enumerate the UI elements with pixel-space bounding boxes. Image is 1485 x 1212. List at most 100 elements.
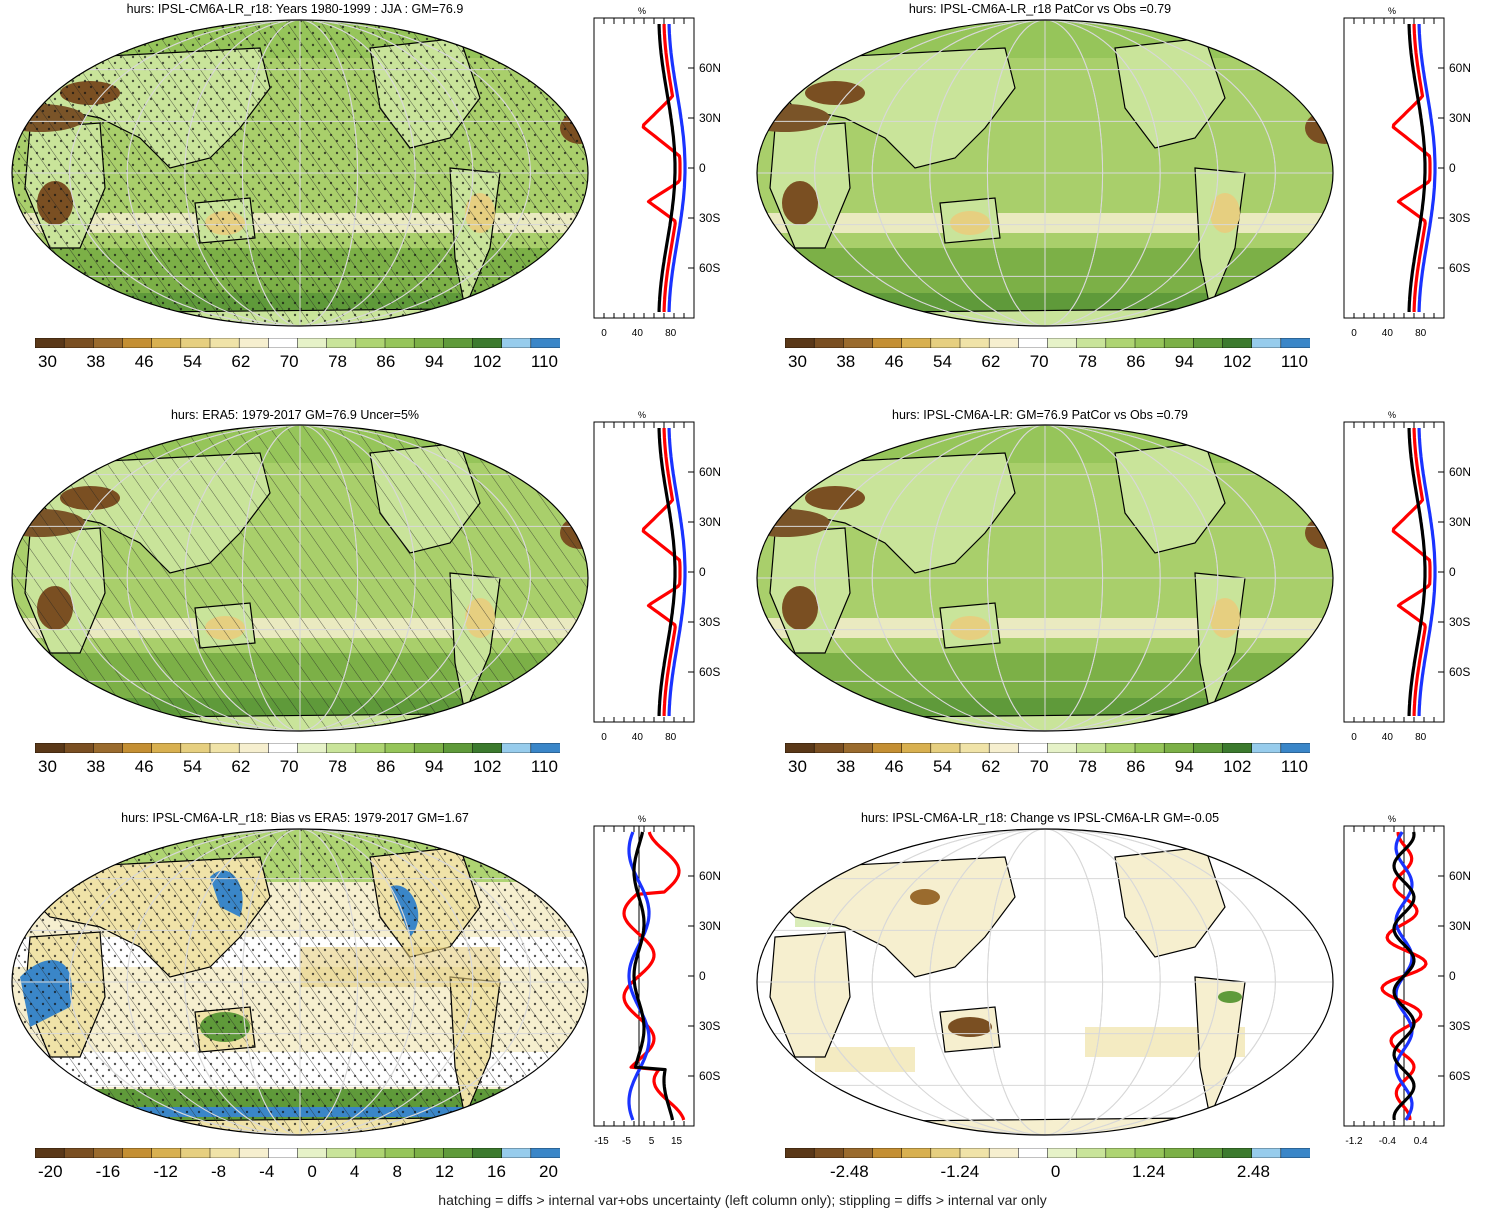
colorbar-swatch <box>901 1148 932 1158</box>
profile-lat-label: 60N <box>1449 869 1470 883</box>
colorbar-swatch <box>959 1148 990 1158</box>
profile-line-obs <box>641 428 682 716</box>
colorbar-swatch <box>813 338 844 348</box>
cbar-tick: 12 <box>435 1162 454 1181</box>
profile-xtick-label: 40 <box>1382 732 1394 743</box>
colorbar-swatch <box>35 338 65 348</box>
cbar-tick: 102 <box>1223 757 1252 776</box>
colorbar-swatch <box>785 743 815 753</box>
cbar-tick: 54 <box>933 352 952 371</box>
cbar-tick: -16 <box>95 1162 121 1181</box>
graticule-meridian <box>69 20 531 326</box>
cbar-tick: 0 <box>1050 1162 1061 1181</box>
cbar-tick: 38 <box>86 757 106 776</box>
colorbar-swatch <box>268 338 299 348</box>
panel-1-map <box>11 19 589 327</box>
cbar-tick: 70 <box>279 352 299 371</box>
colorbar-swatch <box>1018 1148 1049 1158</box>
colorbar-swatch <box>63 338 94 348</box>
profile-line-obs <box>1391 24 1432 312</box>
colorbar-swatch <box>180 338 211 348</box>
colorbar-swatch <box>93 743 124 753</box>
colorbar-swatch <box>443 743 474 753</box>
cbar-tick: 20 <box>539 1162 558 1181</box>
colorbar-swatch <box>1134 743 1165 753</box>
colorbar-swatch <box>843 338 874 348</box>
colorbar-swatch <box>1251 1148 1282 1158</box>
profile-line-model <box>1407 428 1427 716</box>
colorbar-swatch <box>1222 338 1253 348</box>
graticule-meridian <box>184 425 416 731</box>
map-border <box>11 424 589 732</box>
australia-dry-region <box>950 616 990 640</box>
kalahari-dry-region <box>782 586 818 630</box>
colorbar-swatch <box>122 1148 153 1158</box>
cbar-tick: 110 <box>1280 352 1308 371</box>
profile-line-obs <box>622 831 686 1121</box>
profile-line-model <box>657 428 677 716</box>
profile-lat-label: 30N <box>1449 515 1470 529</box>
colorbar-swatch <box>843 743 874 753</box>
cbar-tick: 0 <box>307 1162 317 1181</box>
colorbar-swatch <box>930 338 961 348</box>
graticule-meridian <box>184 829 416 1135</box>
profile-unit-label: % <box>1388 814 1396 824</box>
profile-xtick-label: 40 <box>1382 328 1394 339</box>
profile-lat-label: 0 <box>1449 161 1456 175</box>
colorbar-swatch <box>1193 1148 1224 1158</box>
colorbar-swatch <box>1076 743 1107 753</box>
graticule-meridian <box>241 425 359 731</box>
cbar-tick: 102 <box>473 757 502 776</box>
cbar-tick: 86 <box>376 352 396 371</box>
profile-line-model <box>657 24 677 312</box>
cbar-tick: 78 <box>1078 352 1097 371</box>
panel-6-title: hurs: IPSL-CM6A-LR_r18: Change vs IPSL-C… <box>860 811 1220 825</box>
panel-5-map <box>11 828 589 1136</box>
colorbar-swatch <box>1076 338 1107 348</box>
graticule-meridian <box>986 829 1104 1135</box>
colorbar-swatch <box>1163 338 1194 348</box>
figure-footer-note: hatching = diffs > internal var+obs unce… <box>438 1192 1047 1208</box>
profile-lat-label: 30N <box>1449 919 1470 933</box>
cbar-tick: 46 <box>884 352 904 371</box>
profile-xtick-label: 80 <box>665 328 677 339</box>
colorbar-swatch <box>872 1148 903 1158</box>
cbar-tick: 54 <box>933 757 952 776</box>
colorbar-swatch <box>443 338 474 348</box>
colorbar-swatch <box>63 1148 94 1158</box>
cbar-tick: 78 <box>328 757 347 776</box>
colorbar-swatch <box>901 338 932 348</box>
panel-1-zonal-profile: % 60N 30N 0 30S 60S 0 40 80 <box>593 6 720 339</box>
graticule-meridian <box>241 20 359 326</box>
colorbar-swatch <box>472 338 503 348</box>
colorbar-swatch <box>297 743 328 753</box>
colorbar-swatch <box>384 338 415 348</box>
australia-change-region <box>948 1017 992 1037</box>
cbar-tick: 62 <box>231 757 251 776</box>
colorbar-swatch <box>530 743 560 753</box>
cbar-tick: 62 <box>231 352 251 371</box>
panel-4-zonal-profile: % 60N 30N 0 30S 60S 0 40 80 <box>1343 410 1470 743</box>
profile-lat-label: 0 <box>699 565 706 579</box>
cbar-tick: -2.48 <box>830 1162 869 1181</box>
colorbar-swatch <box>501 743 532 753</box>
cbar-tick: 110 <box>530 757 558 776</box>
panel-2-colorbar <box>785 338 1310 348</box>
panel-2-colorbar-labels: 30 38 46 54 62 70 78 86 94 102 110 <box>788 352 1308 372</box>
colorbar-swatch <box>472 1148 503 1158</box>
profile-lat-label: 30N <box>699 919 720 933</box>
cbar-tick: 54 <box>183 352 202 371</box>
colorbar-swatch <box>988 1148 1019 1158</box>
profile-xtick-label: 40 <box>632 328 644 339</box>
cbar-tick: 70 <box>279 757 299 776</box>
graticule-meridian <box>126 20 474 326</box>
cbar-tick: 102 <box>1223 352 1252 371</box>
profile-lat-label: 0 <box>1449 969 1456 983</box>
graticule-meridian <box>814 829 1276 1135</box>
panel-1-colorbar <box>35 338 560 348</box>
cbar-tick: 16 <box>487 1162 506 1181</box>
panel-3-zonal-profile: % 60N 30N 0 30S 60S 0 40 80 <box>593 410 720 743</box>
colorbar-swatch <box>1163 1148 1194 1158</box>
cbar-tick: 30 <box>38 352 57 371</box>
cbar-tick: 78 <box>1078 757 1097 776</box>
